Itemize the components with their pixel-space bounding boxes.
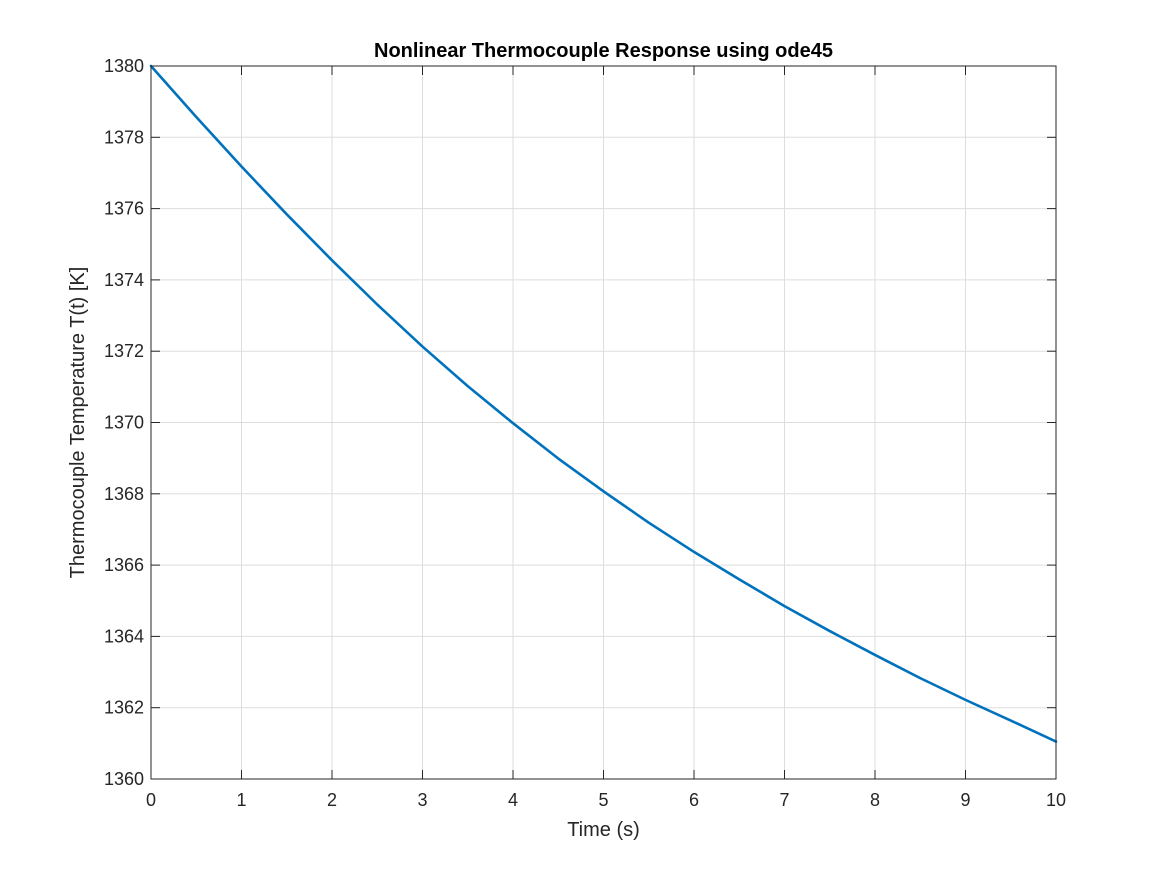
x-tick-label: 2 bbox=[327, 790, 337, 810]
y-tick-label: 1380 bbox=[104, 56, 144, 76]
x-tick-label: 3 bbox=[417, 790, 427, 810]
x-tick-label: 10 bbox=[1046, 790, 1066, 810]
y-axis-title: Thermocouple Temperature T(t) [K] bbox=[67, 267, 89, 579]
x-tick-label: 6 bbox=[689, 790, 699, 810]
y-tick-label: 1366 bbox=[104, 555, 144, 575]
y-tick-label: 1364 bbox=[104, 626, 144, 646]
x-tick-label: 0 bbox=[146, 790, 156, 810]
x-tick-label: 8 bbox=[870, 790, 880, 810]
chart-title: Nonlinear Thermocouple Response using od… bbox=[374, 40, 833, 62]
x-tick-label: 1 bbox=[236, 790, 246, 810]
y-tick-label: 1374 bbox=[104, 270, 144, 290]
axis-ticks bbox=[150, 65, 1057, 780]
x-tick-label: 7 bbox=[779, 790, 789, 810]
x-tick-label: 4 bbox=[508, 790, 518, 810]
x-tick-label: 5 bbox=[598, 790, 608, 810]
y-tick-label: 1372 bbox=[104, 341, 144, 361]
tick-labels: 0 1 2 3 4 5 6 7 8 9 10 1360 1362 1364 1366 1368 1370 1372… bbox=[104, 56, 1066, 810]
y-tick-label: 1370 bbox=[104, 413, 144, 433]
y-tick-label: 1368 bbox=[104, 484, 144, 504]
y-tick-label: 1378 bbox=[104, 127, 144, 147]
y-tick-label: 1376 bbox=[104, 199, 144, 219]
y-tick-label: 1362 bbox=[104, 698, 144, 718]
x-tick-label: 9 bbox=[960, 790, 970, 810]
y-tick-label: 1360 bbox=[104, 769, 144, 789]
x-axis-title: Time (s) bbox=[567, 819, 640, 841]
series-line bbox=[149, 64, 1058, 743]
